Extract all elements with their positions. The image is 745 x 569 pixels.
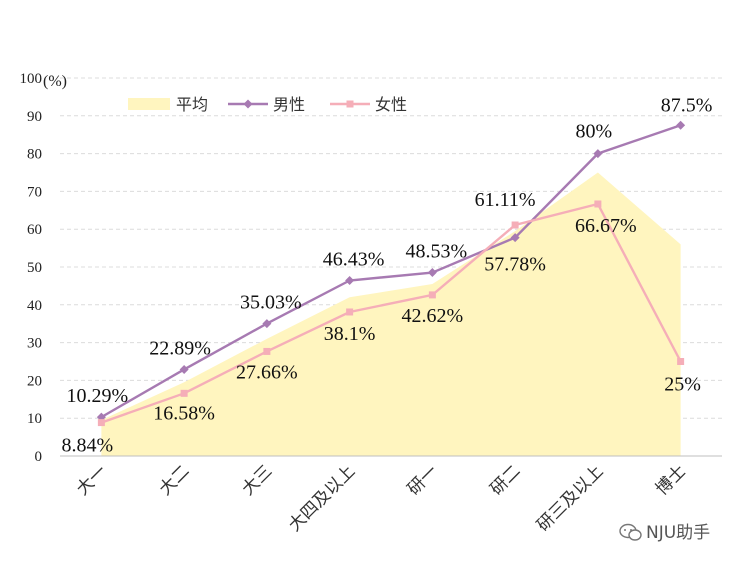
y-tick-label: 10	[27, 411, 42, 427]
data-label-male: 80%	[576, 121, 613, 143]
legend-marker-male	[243, 99, 253, 109]
data-label-male: 57.78%	[484, 254, 546, 276]
legend: 平均 男性 女性	[128, 95, 407, 114]
x-tick-label: 大四及以上	[285, 461, 359, 535]
data-point-male	[593, 149, 603, 159]
data-point-female	[511, 221, 519, 229]
data-label-female: 25%	[664, 374, 701, 396]
average-area	[101, 172, 681, 456]
x-tick-label: 大三	[238, 461, 276, 499]
x-tick-label: 博士	[652, 461, 690, 499]
data-point-male	[510, 233, 520, 243]
data-label-female: 42.62%	[402, 305, 464, 327]
data-label-female: 8.84%	[62, 435, 114, 457]
series-line-male	[100, 124, 682, 419]
data-label-male: 35.03%	[240, 292, 302, 314]
x-tick-label: 研三及以上	[533, 461, 607, 535]
legend-marker-female	[346, 100, 354, 108]
data-point-female	[263, 347, 271, 355]
y-tick-label: 60	[27, 222, 42, 238]
y-tick-label: 0	[35, 449, 43, 465]
data-point-female	[180, 389, 188, 397]
area-average	[101, 172, 681, 456]
y-axis-unit: (%)	[43, 73, 67, 90]
series-line-female	[100, 202, 682, 424]
data-point-male	[427, 268, 437, 278]
legend-label-female: 女性	[375, 95, 407, 114]
x-tick-label: 研二	[486, 461, 524, 499]
data-point-female	[97, 419, 105, 427]
watermark: NJU助手	[619, 523, 710, 543]
wechat-icon	[619, 523, 642, 541]
data-label-male: 10.29%	[67, 385, 129, 407]
data-label-male: 87.5%	[661, 94, 713, 116]
data-label-female: 38.1%	[324, 323, 376, 345]
data-label-female: 66.67%	[575, 215, 637, 237]
data-point-male	[179, 364, 189, 374]
y-tick-label: 40	[27, 298, 42, 314]
legend-label-male: 男性	[273, 95, 305, 114]
y-tick-label: 20	[27, 373, 42, 389]
y-tick-label: 50	[27, 260, 42, 276]
data-point-female	[594, 200, 602, 208]
series-lines	[96, 120, 686, 427]
data-labels: 10.29% 22.89% 35.03% 46.43% 48.53% 57.78% 80% 8…	[62, 94, 713, 456]
data-label-female: 16.58%	[153, 402, 215, 424]
data-point-female	[346, 308, 354, 316]
data-point-female	[677, 358, 685, 365]
data-point-female	[428, 291, 436, 299]
data-point-male	[345, 275, 355, 285]
x-tick-label: 大一	[73, 461, 111, 499]
data-label-male: 22.89%	[149, 337, 211, 359]
data-label-female: 27.66%	[236, 361, 298, 383]
data-label-female: 61.11%	[475, 189, 536, 211]
legend-swatch-average	[128, 98, 170, 110]
y-tick-label: 80	[27, 147, 42, 163]
y-tick-label: 100	[20, 71, 43, 87]
y-tick-label: 70	[27, 184, 42, 200]
watermark-text: NJU助手	[646, 523, 710, 543]
data-point-male	[262, 319, 272, 329]
y-tick-label: 90	[27, 109, 42, 125]
data-label-male: 48.53%	[406, 241, 468, 263]
y-tick-label: 30	[27, 336, 42, 352]
x-tick-label: 研一	[404, 461, 442, 499]
x-tick-label: 大二	[155, 461, 193, 499]
legend-label-average: 平均	[176, 95, 208, 114]
data-label-male: 46.43%	[323, 248, 385, 270]
data-point-male	[676, 120, 686, 130]
